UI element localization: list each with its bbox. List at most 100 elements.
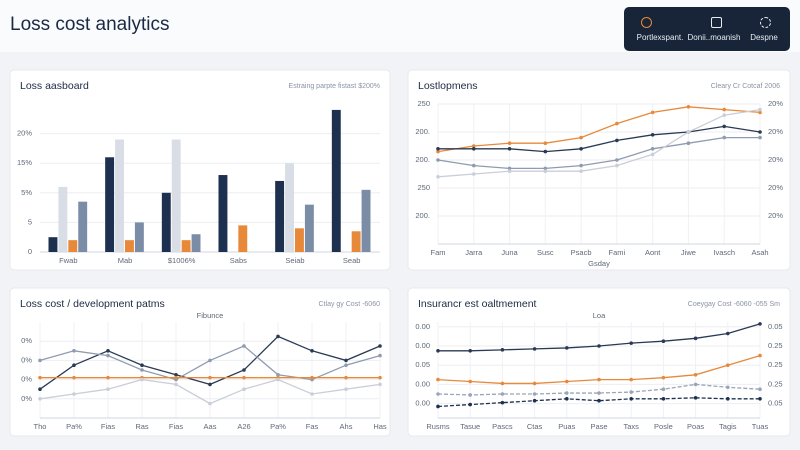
point	[758, 135, 762, 140]
point	[629, 397, 633, 401]
point	[242, 368, 246, 372]
y-tick-label: 20%	[17, 129, 32, 138]
nav-item[interactable]: Donii..moanish	[687, 33, 741, 42]
x-tick-label: Aont	[645, 248, 661, 257]
bar	[275, 180, 285, 252]
point	[650, 152, 655, 157]
x-tick-label: Fam	[431, 248, 446, 257]
point	[597, 344, 601, 348]
bar	[161, 192, 171, 252]
point	[242, 387, 246, 392]
point	[436, 158, 440, 162]
nav-item[interactable]: Despne	[750, 33, 778, 42]
x-tick-label: Seiab	[285, 256, 304, 265]
line	[437, 136, 760, 170]
point	[72, 349, 76, 353]
point	[693, 396, 698, 400]
x-tick-label: Tuas	[752, 422, 769, 431]
point	[597, 391, 601, 395]
point	[174, 373, 178, 377]
point	[543, 166, 548, 171]
point	[468, 349, 473, 353]
x-tick-label: Susc	[537, 248, 554, 257]
y-tick-label: 0%	[21, 355, 32, 364]
point	[758, 110, 762, 115]
line	[438, 125, 761, 153]
point	[543, 169, 548, 173]
panel-title: Lostlopmens	[418, 80, 478, 92]
panel-subtitle: Cleary Cr Cotcaf 2006	[711, 83, 780, 90]
x-tick-label: Psacb	[571, 248, 592, 257]
point	[208, 401, 212, 406]
x-tick-label: Tho	[34, 422, 47, 431]
point	[471, 163, 476, 168]
point	[693, 382, 698, 387]
x-tick-label: Ahs	[340, 422, 353, 431]
point	[38, 375, 42, 380]
y2-tick-label: 0.05	[768, 322, 783, 331]
point	[436, 404, 440, 409]
annotation: Fibunce	[197, 311, 224, 320]
x-tick-label: Aas	[204, 422, 217, 431]
point	[468, 402, 473, 407]
y-tick-label: 5%	[21, 188, 32, 197]
point	[174, 375, 178, 380]
bar	[295, 228, 304, 252]
bar	[78, 201, 88, 252]
x-tick-label: Pascs	[492, 422, 513, 431]
x-tick-label: Puas	[558, 422, 575, 431]
point	[615, 138, 619, 143]
x-tick-label: Poas	[687, 422, 704, 431]
point	[72, 375, 76, 380]
bar	[361, 189, 371, 252]
point	[565, 379, 569, 384]
y2-tick-label: 0.25	[768, 360, 783, 369]
x-tick-label: Sabs	[230, 256, 247, 265]
point	[565, 397, 569, 401]
x-tick-label: Posle	[654, 422, 673, 431]
x-tick-label: Fias	[101, 422, 115, 431]
y-tick-label: 0%	[21, 394, 32, 403]
x-tick-label: Fami	[609, 248, 626, 257]
point	[378, 382, 382, 387]
y-tick-label: 0.00	[415, 399, 430, 408]
x-tick-label: Taxs	[623, 422, 639, 431]
point	[38, 387, 42, 392]
panel-subtitle: Coeygay Cost -6060 -055 Sm	[688, 301, 780, 308]
point	[507, 166, 512, 171]
point	[344, 363, 348, 368]
point	[615, 158, 619, 162]
point	[693, 373, 698, 377]
page-title: Loss cost analytics	[10, 14, 170, 35]
point	[686, 130, 691, 134]
x-tick-label: $1006%	[168, 256, 196, 265]
point	[532, 381, 537, 386]
bar	[125, 240, 134, 252]
panel-title: Insurancr est oaltmement	[418, 298, 537, 310]
point	[310, 375, 314, 380]
panel	[9, 69, 391, 271]
y-tick-label: 5	[28, 217, 32, 226]
point	[579, 163, 583, 168]
bar	[134, 222, 144, 252]
y-tick-label: 0.00	[415, 379, 430, 388]
y2-tick-label: 20%	[768, 127, 783, 136]
bar	[68, 240, 78, 252]
point	[650, 110, 655, 115]
point	[106, 349, 110, 353]
y-tick-label: 0%	[21, 336, 32, 345]
x-tick-label: Tasue	[460, 422, 480, 431]
point	[543, 141, 548, 145]
x-tick-label: Pa%	[66, 422, 82, 431]
point	[532, 398, 537, 403]
point	[565, 391, 569, 395]
point	[436, 377, 440, 382]
x-tick-label: Fas	[306, 422, 319, 431]
point	[471, 172, 476, 176]
y-tick-label: 0.00	[415, 341, 430, 350]
point	[140, 368, 144, 372]
line	[437, 106, 761, 153]
nav-item[interactable]: Portlexspant.	[636, 33, 684, 42]
x-tick-label: Mab	[118, 256, 133, 265]
